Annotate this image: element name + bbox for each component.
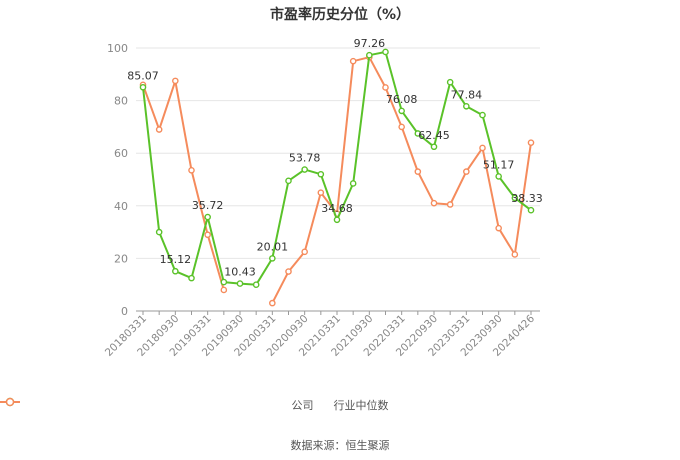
legend-swatch-industry-median [0, 397, 20, 407]
company-point [446, 78, 454, 86]
data-label: 53.78 [289, 152, 321, 165]
data-label: 85.07 [127, 69, 159, 82]
company-point [236, 280, 244, 287]
industry-median-point [414, 168, 422, 175]
data-label: 10.43 [224, 266, 256, 279]
data-label: 76.08 [386, 93, 418, 106]
legend-item-industry-median[interactable]: 行业中位数 [0, 397, 389, 413]
industry-median-point [382, 84, 389, 91]
industry-median-point [204, 231, 211, 239]
legend-item-company[interactable]: 公司 [0, 397, 314, 413]
company-point [479, 111, 486, 119]
company-point [495, 173, 502, 180]
company-point [414, 130, 422, 137]
y-tick-label: 60 [114, 147, 128, 160]
data-label: 77.84 [451, 88, 483, 101]
company-point [382, 48, 389, 56]
company-point [139, 83, 147, 91]
company-point [430, 143, 438, 151]
company-point [204, 213, 211, 221]
company-point [366, 51, 373, 59]
company-point [155, 228, 163, 236]
y-tick-label: 80 [114, 95, 128, 108]
industry-median-point [301, 248, 308, 256]
company-point [333, 216, 341, 224]
company-point [317, 170, 325, 178]
data-label: 97.26 [354, 37, 386, 50]
company-point [511, 194, 519, 202]
company-point [463, 102, 470, 110]
industry-median-point [220, 286, 228, 294]
industry-median-point [430, 199, 438, 207]
company-point [398, 107, 405, 115]
industry-median-point [172, 77, 179, 85]
company-point [349, 180, 357, 187]
data-label: 15.12 [160, 253, 192, 266]
industry-median-point [511, 251, 519, 258]
industry-median-point [155, 126, 163, 133]
industry-median-point [479, 144, 486, 152]
company-point [527, 206, 535, 214]
source-note: 数据来源：恒生聚源 [290, 439, 390, 452]
company-point [285, 177, 292, 185]
y-tick-label: 20 [114, 252, 128, 265]
data-label: 62.45 [418, 129, 450, 142]
y-tick-label: 0 [121, 305, 128, 318]
legend-label-company: 公司 [291, 399, 314, 412]
industry-median-point [446, 201, 454, 208]
company-point [188, 274, 195, 282]
y-tick-label: 100 [107, 42, 128, 55]
industry-median-point [398, 123, 405, 131]
company-point [301, 166, 308, 173]
company-line [142, 50, 532, 286]
industry-median-point [188, 166, 195, 174]
data-label: 35.72 [192, 199, 224, 212]
company-point [220, 278, 228, 286]
industry-median-line [142, 79, 225, 291]
legend: 公司 行业中位数 [0, 397, 680, 413]
chart-title: 市盈率历史分位（%） [269, 7, 411, 23]
company-point [172, 267, 179, 275]
data-label: 20.01 [257, 240, 289, 253]
data-label: 34.68 [321, 202, 353, 215]
legend-label-industry-median: 行业中位数 [333, 399, 389, 412]
data-label: 38.33 [511, 192, 543, 205]
industry-median-point [527, 139, 535, 146]
industry-median-point [463, 168, 470, 175]
industry-median-point [495, 224, 502, 232]
company-point [252, 281, 260, 289]
industry-median-point [349, 57, 357, 65]
industry-median-point [269, 299, 276, 307]
data-label: 51.17 [483, 158, 515, 171]
y-tick-label: 40 [114, 200, 128, 213]
industry-median-point [317, 189, 325, 196]
company-point [269, 255, 276, 262]
industry-median-point [285, 268, 292, 275]
